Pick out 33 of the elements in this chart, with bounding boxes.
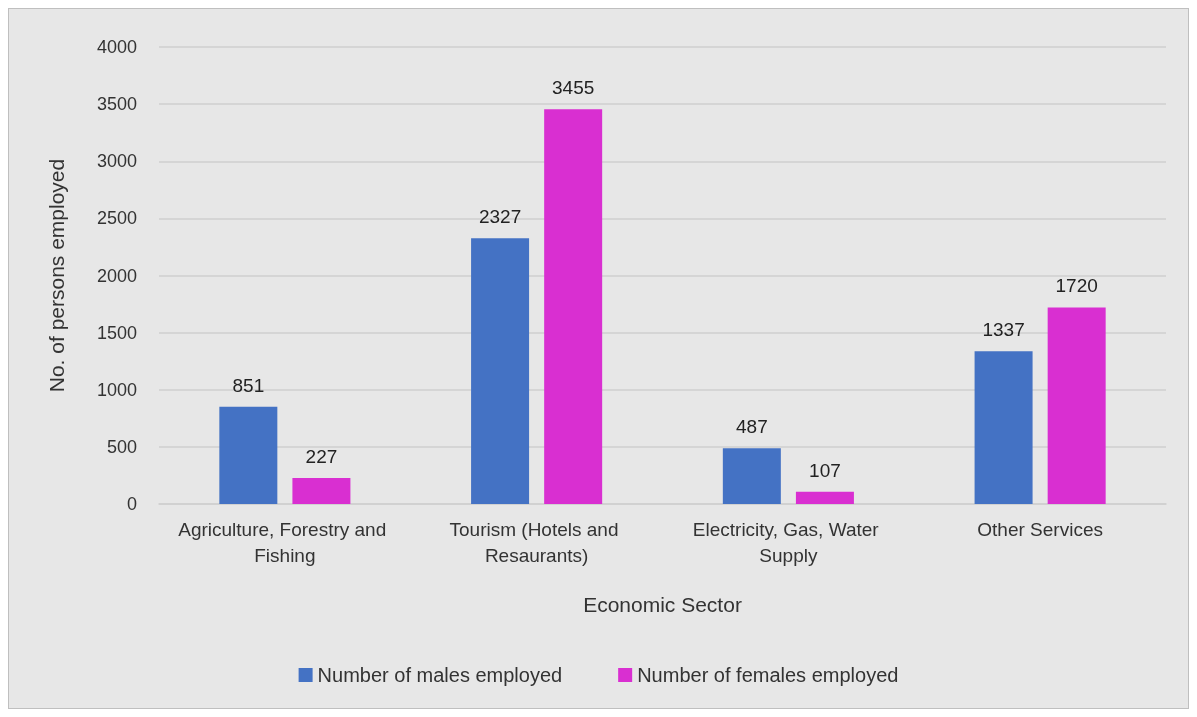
bar <box>795 491 854 504</box>
y-tick-label: 1500 <box>96 322 137 343</box>
y-tick-label: 500 <box>106 436 137 457</box>
legend-label: Number of males employed <box>317 664 563 686</box>
data-label: 107 <box>809 459 841 481</box>
bar <box>974 351 1033 504</box>
data-label: 1720 <box>1055 275 1098 297</box>
data-label: 2327 <box>478 206 522 228</box>
x-tick-label: Other Services <box>977 518 1103 540</box>
x-axis-title: Economic Sector <box>583 593 742 616</box>
y-tick-label: 2000 <box>96 265 137 286</box>
data-label: 851 <box>232 374 265 396</box>
x-tick-label: Electricity, Gas, Water Supply <box>692 518 884 566</box>
legend-label: Number of females employed <box>637 664 899 686</box>
y-tick-label: 3500 <box>96 94 137 115</box>
x-tick-label: Agriculture, Forestry and Fishing <box>178 518 392 566</box>
y-tick-label: 3000 <box>96 151 137 172</box>
data-label: 1337 <box>982 319 1025 341</box>
data-label: 3455 <box>552 77 595 99</box>
x-tick-label: Tourism (Hotels and Resaurants) <box>449 518 624 566</box>
y-tick-label: 2500 <box>96 208 137 229</box>
bar <box>219 406 278 504</box>
bar <box>1047 307 1106 504</box>
bar <box>722 448 781 504</box>
y-tick-label: 4000 <box>96 37 137 57</box>
y-axis-title: No. of persons employed <box>45 158 68 393</box>
bar <box>544 109 603 504</box>
y-tick-label: 0 <box>126 494 137 514</box>
data-label: 487 <box>735 416 768 438</box>
y-tick-label: 1000 <box>96 379 137 400</box>
data-label: 227 <box>305 446 338 468</box>
bar <box>292 478 351 504</box>
bar <box>471 238 530 504</box>
